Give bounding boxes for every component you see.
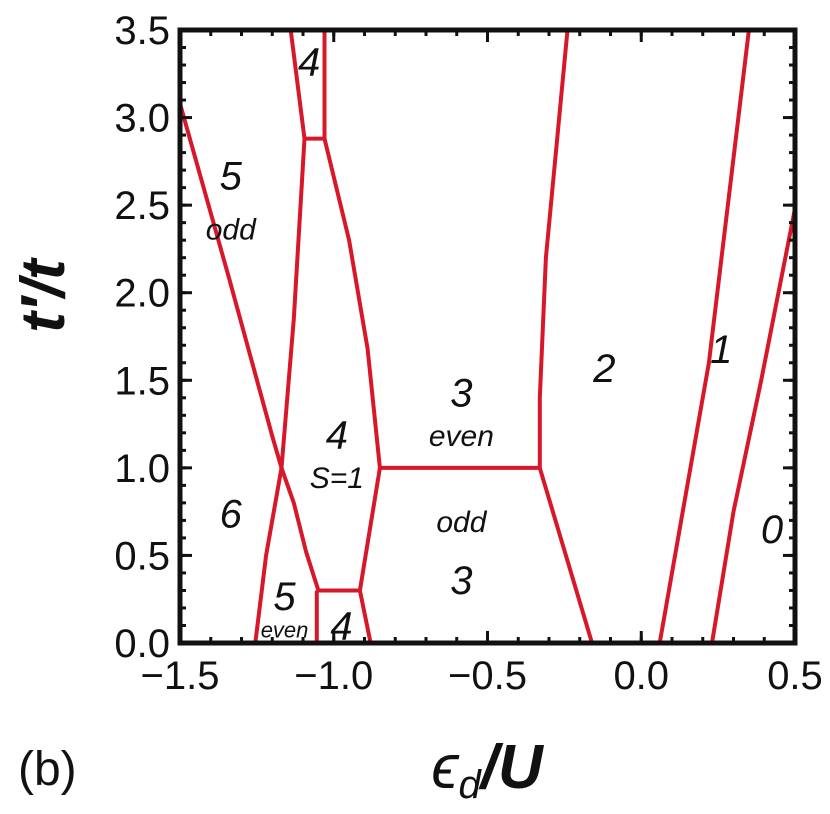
phase-boundary-15 [710, 208, 797, 644]
phase-boundary-3 [288, 29, 307, 139]
region-label: 1 [710, 328, 732, 372]
x-tick-label: −1.0 [294, 654, 373, 698]
y-tick-label: 1.0 [114, 447, 170, 491]
y-axis-title: t′/t [9, 257, 78, 333]
phase-boundary-12 [537, 29, 570, 468]
phase-boundary-lines [178, 29, 797, 644]
phase-boundary-10 [357, 467, 382, 591]
phase-boundary-13 [537, 467, 594, 644]
x-tick-label: −0.5 [448, 654, 527, 698]
region-label: even [429, 420, 494, 453]
region-label: odd [206, 213, 257, 246]
region-label: odd [436, 506, 487, 539]
region-label: 4 [326, 414, 348, 458]
region-label: 0 [761, 508, 783, 552]
region-label: 2 [592, 347, 615, 391]
axis-ticks: −1.5 −1.0 −0.5 0.0 0.5 0.0 0.5 1.0 1.5 2.0 2.5 3.0 3… [114, 9, 822, 698]
phase-boundary-2 [253, 138, 307, 644]
y-tick-label: 0.0 [114, 622, 170, 666]
y-tick-label: 2.5 [114, 184, 170, 228]
phase-boundary-1 [178, 103, 321, 592]
phase-boundary-9 [357, 590, 373, 644]
region-label: 6 [220, 492, 243, 536]
region-label: 5 [220, 154, 243, 198]
x-axis-title-sub: d [459, 763, 483, 807]
plot-frame [177, 27, 798, 646]
x-tick-label: 0.5 [767, 654, 823, 698]
y-tick-label: 3.0 [114, 97, 170, 141]
region-label: S=1 [310, 462, 364, 495]
x-tick-label: 0.0 [613, 654, 669, 698]
y-tick-label: 3.5 [114, 9, 170, 53]
panel-label: (b) [18, 743, 77, 796]
phase-boundary-6 [322, 138, 382, 469]
region-label: 3 [450, 372, 472, 416]
region-label: 3 [450, 559, 472, 603]
y-tick-label: 0.5 [114, 534, 170, 578]
region-label: even [261, 617, 309, 642]
x-axis-title: ϵd/U [431, 733, 545, 807]
y-tick-label: 2.0 [114, 272, 170, 316]
region-label: 4 [298, 41, 320, 85]
phase-boundary-14 [657, 29, 751, 644]
x-tick-label: −1.5 [141, 654, 220, 698]
x-axis-title-rest: /U [478, 733, 545, 802]
y-tick-label: 1.5 [114, 359, 170, 403]
region-label: 4 [330, 605, 352, 649]
region-label: 5 [273, 575, 296, 619]
x-axis-title-main: ϵ [431, 733, 460, 802]
